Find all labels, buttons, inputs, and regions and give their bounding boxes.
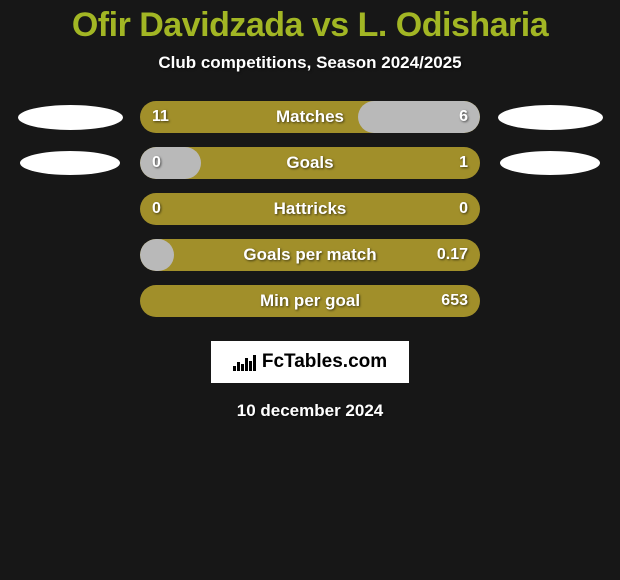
player-ellipse-icon [500, 151, 600, 175]
stat-value-right: 1 [447, 147, 480, 179]
stat-value-right: 0.17 [425, 239, 480, 271]
chart-icon [233, 353, 256, 371]
stat-bar: Min per goal653 [140, 285, 480, 317]
stat-row: Min per goal653 [10, 285, 610, 317]
stat-label: Goals [140, 147, 480, 179]
stat-rows: Matches116Goals01Hattricks00Goals per ma… [10, 101, 610, 331]
left-ellipse-slot [10, 147, 130, 179]
page-title: Ofir Davidzada vs L. Odisharia [72, 6, 548, 45]
left-ellipse-slot [10, 193, 130, 225]
stat-value-right: 653 [429, 285, 480, 317]
stat-row: Goals per match0.17 [10, 239, 610, 271]
stat-bar: Goals per match0.17 [140, 239, 480, 271]
stat-bar: Hattricks0 0 [140, 193, 480, 225]
left-ellipse-slot [10, 101, 130, 133]
logo-text: FcTables.com [262, 351, 387, 373]
player-ellipse-icon [18, 105, 123, 130]
stat-bar: Matches11 6 [140, 101, 480, 133]
right-ellipse-slot [490, 147, 610, 179]
left-ellipse-slot [10, 285, 130, 317]
stat-value-right: 0 [447, 193, 480, 225]
stat-label: Matches [140, 101, 480, 133]
right-ellipse-slot [490, 239, 610, 271]
stat-value-right: 6 [447, 101, 480, 133]
comparison-container: Ofir Davidzada vs L. Odisharia Club comp… [0, 0, 620, 421]
stat-row: Matches11 6 [10, 101, 610, 133]
right-ellipse-slot [490, 193, 610, 225]
stat-row: Goals0 1 [10, 147, 610, 179]
stat-bar: Goals0 1 [140, 147, 480, 179]
player-ellipse-icon [20, 151, 120, 175]
stat-row: Hattricks0 0 [10, 193, 610, 225]
right-ellipse-slot [490, 285, 610, 317]
right-ellipse-slot [490, 101, 610, 133]
player-ellipse-icon [498, 105, 603, 130]
stat-value-left: 0 [140, 193, 173, 225]
subtitle: Club competitions, Season 2024/2025 [158, 53, 461, 73]
left-ellipse-slot [10, 239, 130, 271]
footer-logo: FcTables.com [211, 341, 409, 383]
date-label: 10 december 2024 [237, 401, 384, 421]
stat-value-left: 0 [140, 147, 173, 179]
stat-value-left: 11 [140, 101, 181, 133]
stat-label: Hattricks [140, 193, 480, 225]
